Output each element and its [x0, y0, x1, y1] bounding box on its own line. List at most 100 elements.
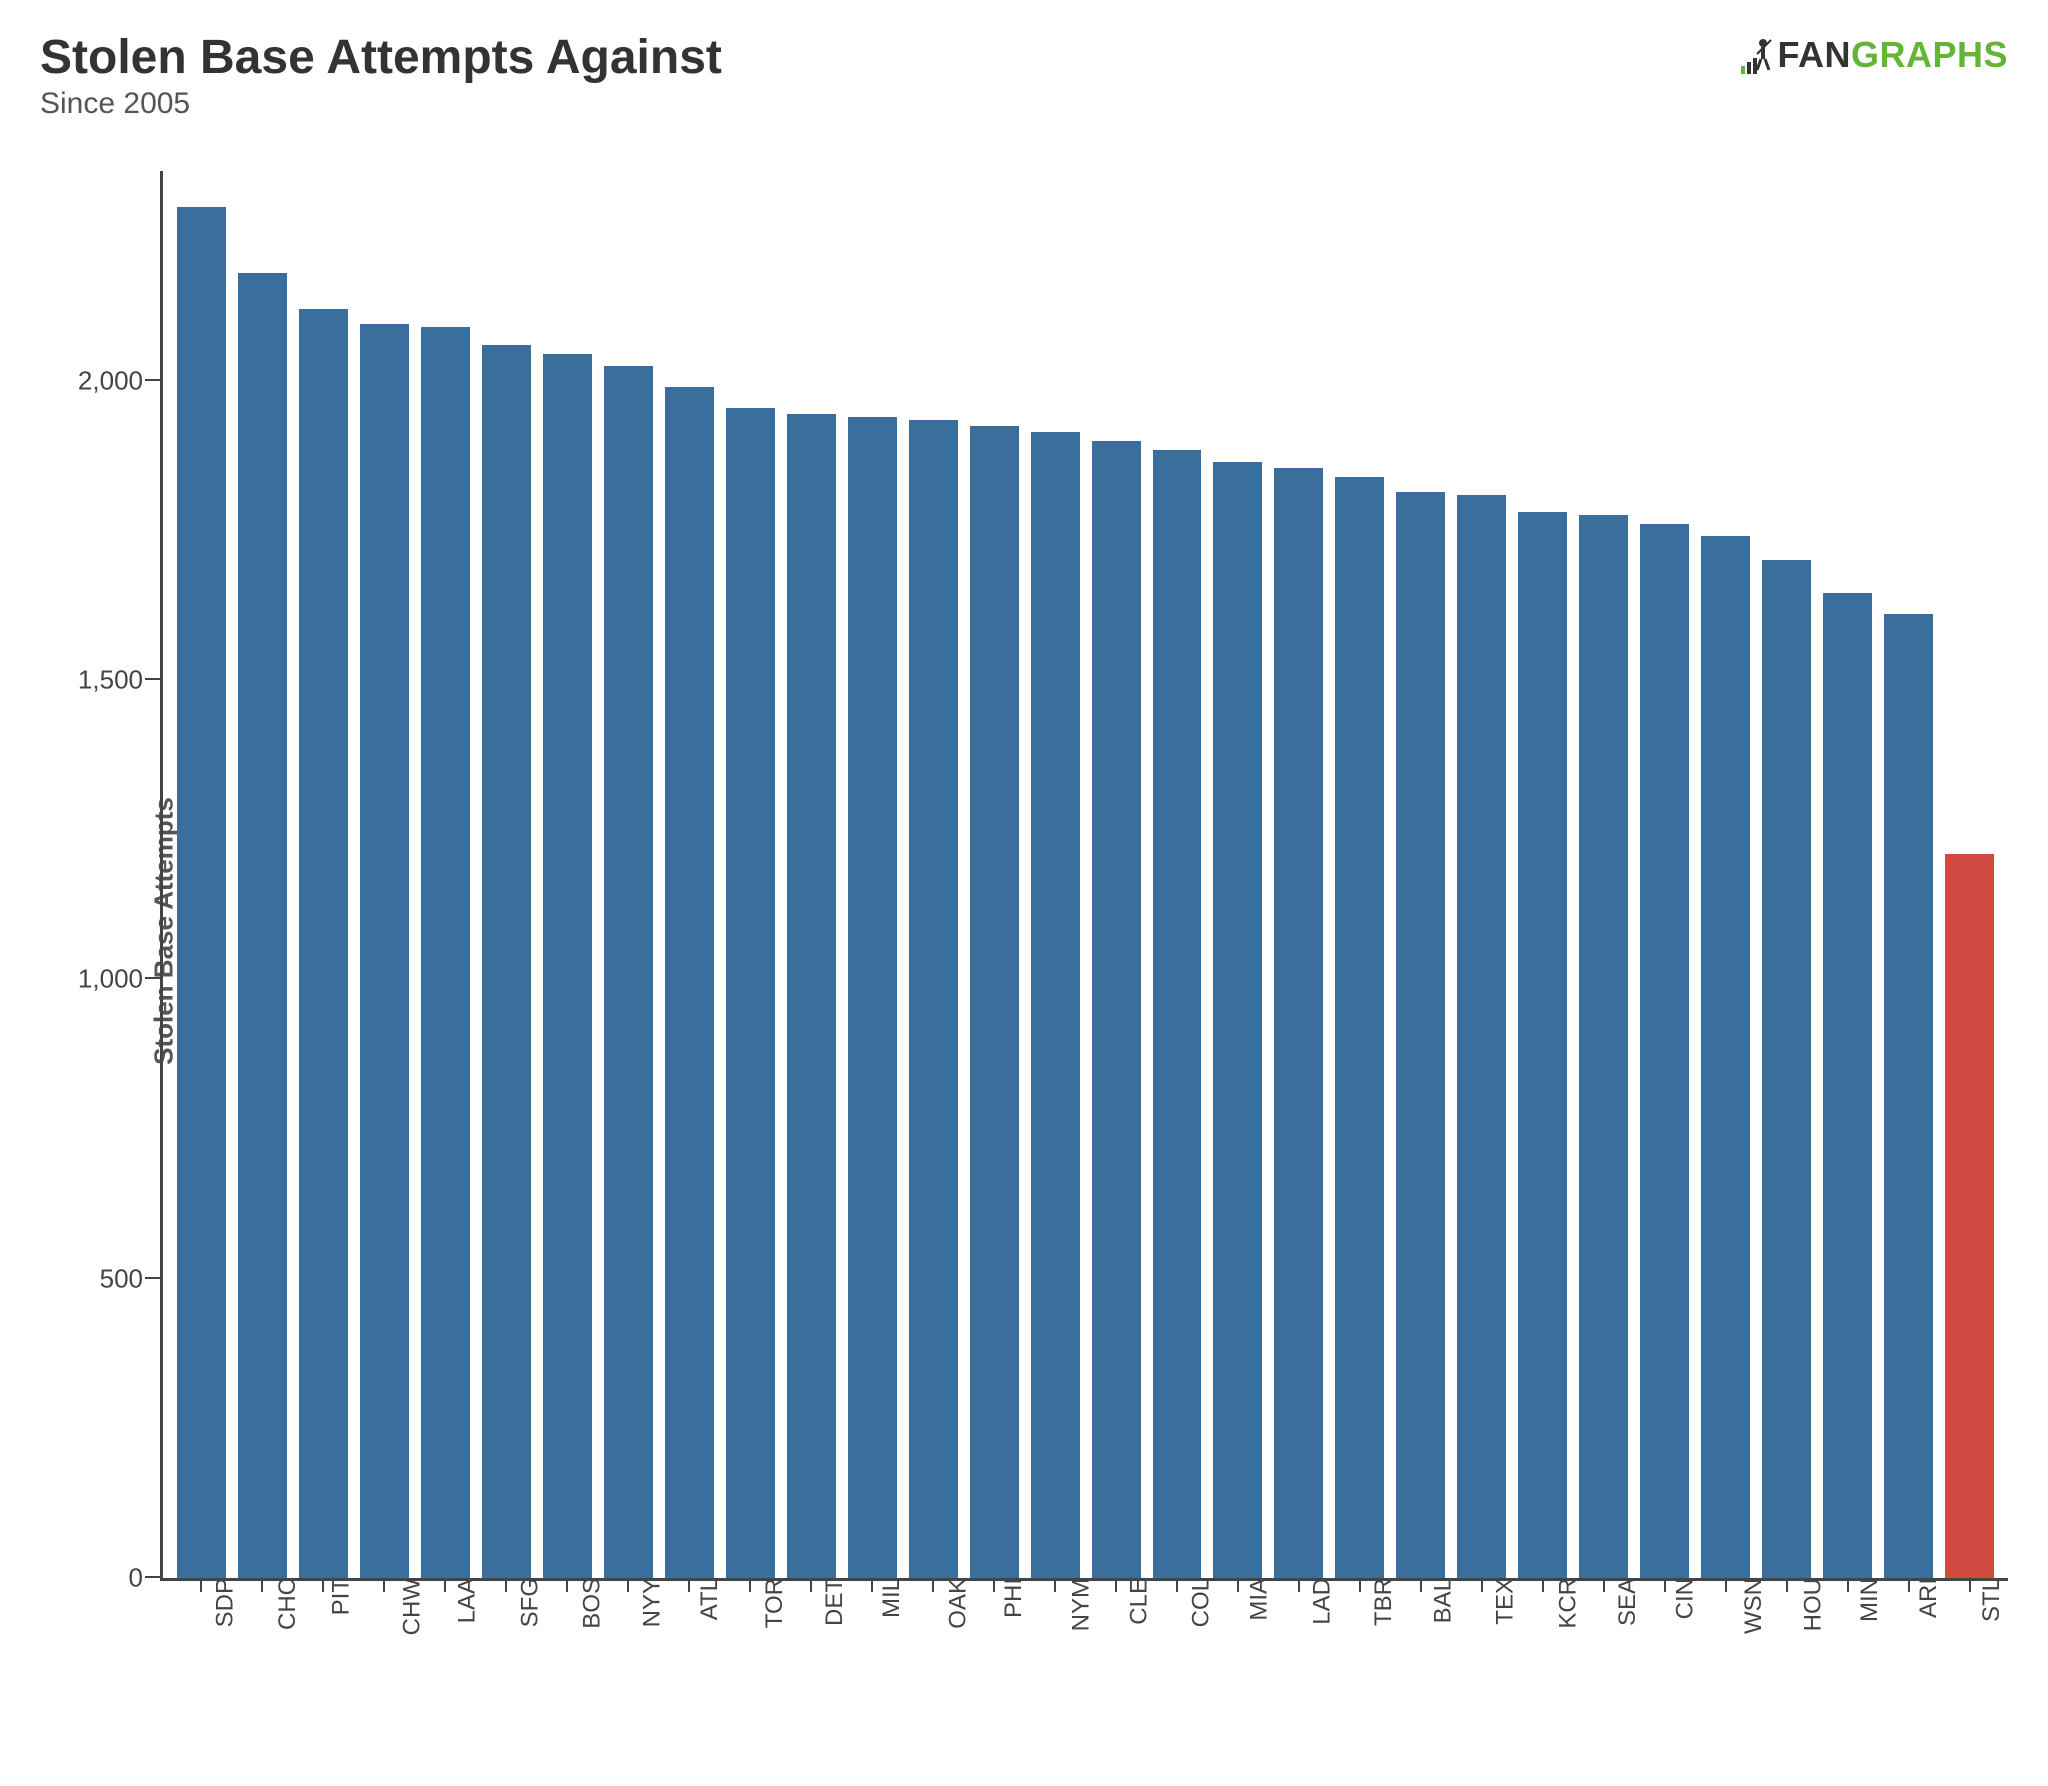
bar-chc [238, 273, 287, 1578]
bar-slot: HOU [1762, 171, 1811, 1578]
bar-sfg [482, 345, 531, 1578]
bar-oak [909, 420, 958, 1579]
x-label-kcr: KCR [1554, 1578, 1582, 1629]
bar-slot: NYM [1031, 171, 1080, 1578]
x-label-oak: OAK [944, 1578, 972, 1629]
bar-slot: SEA [1579, 171, 1628, 1578]
x-label-atl: ATL [696, 1578, 724, 1620]
x-tick [566, 1578, 568, 1592]
x-tick [810, 1578, 812, 1592]
x-label-tbr: TBR [1370, 1578, 1398, 1626]
x-tick [932, 1578, 934, 1592]
bar-slot: PIT [299, 171, 348, 1578]
x-label-hou: HOU [1799, 1578, 1827, 1631]
x-tick [1908, 1578, 1910, 1592]
bar-sea [1579, 515, 1628, 1578]
bar-slot: BOS [543, 171, 592, 1578]
fangraphs-batter-icon [1741, 36, 1775, 74]
bar-slot: MIN [1823, 171, 1872, 1578]
bar-cle [1092, 441, 1141, 1579]
x-label-ari: ARI [1915, 1578, 1943, 1618]
x-tick [1603, 1578, 1605, 1592]
x-label-chw: CHW [399, 1578, 427, 1635]
x-tick [1298, 1578, 1300, 1592]
bars-group: SDPCHCPITCHWLAASFGBOSNYYATLTORDETMILOAKP… [163, 171, 2008, 1578]
chart-title: Stolen Base Attempts Against [40, 30, 722, 85]
x-tick [1664, 1578, 1666, 1592]
x-label-sea: SEA [1614, 1578, 1642, 1626]
bar-slot: TBR [1335, 171, 1384, 1578]
x-tick [505, 1578, 507, 1592]
logo-text-graphs: GRAPHS [1851, 34, 2008, 76]
bar-slot: LAA [421, 171, 470, 1578]
bar-bal [1396, 492, 1445, 1579]
bar-laa [421, 327, 470, 1578]
x-tick [444, 1578, 446, 1592]
x-tick [1115, 1578, 1117, 1592]
bar-nym [1031, 432, 1080, 1579]
bar-nyy [604, 366, 653, 1578]
bar-slot: DET [787, 171, 836, 1578]
chart-wrap: Stolen Base Attempts SDPCHCPITCHWLAASFGB… [40, 171, 2008, 1691]
bar-bos [543, 354, 592, 1578]
bar-mil [848, 417, 897, 1579]
title-block: Stolen Base Attempts Against Since 2005 [40, 30, 722, 121]
x-label-det: DET [821, 1578, 849, 1626]
chart-subtitle: Since 2005 [40, 87, 722, 121]
bar-slot: COL [1153, 171, 1202, 1578]
x-tick [1542, 1578, 1544, 1592]
bar-slot: SFG [482, 171, 531, 1578]
bar-slot: STL [1945, 171, 1994, 1578]
x-label-stl: STL [1978, 1578, 2006, 1622]
x-tick [993, 1578, 995, 1592]
x-label-bal: BAL [1430, 1578, 1458, 1623]
x-tick [1420, 1578, 1422, 1592]
x-label-wsn: WSN [1740, 1578, 1768, 1634]
x-tick [749, 1578, 751, 1592]
y-tick-label: 2,000 [63, 365, 143, 396]
bar-slot: PHI [970, 171, 1019, 1578]
bar-min [1823, 593, 1872, 1578]
x-label-nym: NYM [1068, 1578, 1096, 1631]
logo-text-fan: FAN [1777, 34, 1851, 76]
bar-wsn [1701, 536, 1750, 1578]
y-tick [145, 977, 163, 979]
x-label-tex: TEX [1491, 1578, 1519, 1625]
x-tick [200, 1578, 202, 1592]
y-tick [145, 1576, 163, 1578]
bar-slot: BAL [1396, 171, 1445, 1578]
bar-atl [665, 387, 714, 1578]
x-tick [1054, 1578, 1056, 1592]
bar-tor [726, 408, 775, 1579]
x-label-col: COL [1188, 1578, 1216, 1627]
bar-det [787, 414, 836, 1579]
chart-container: Stolen Base Attempts Against Since 2005 … [40, 30, 2008, 1691]
bar-stl [1945, 854, 1994, 1578]
bar-slot: CIN [1640, 171, 1689, 1578]
bar-chw [360, 324, 409, 1578]
y-tick-label: 0 [63, 1563, 143, 1594]
bar-slot: MIA [1213, 171, 1262, 1578]
bar-slot: CHW [360, 171, 409, 1578]
x-tick [1359, 1578, 1361, 1592]
x-label-mil: MIL [878, 1578, 906, 1618]
x-label-cin: CIN [1671, 1578, 1699, 1619]
bar-pit [299, 309, 348, 1578]
bar-slot: ARI [1884, 171, 1933, 1578]
bar-slot: TOR [726, 171, 775, 1578]
y-tick-label: 1,500 [63, 665, 143, 696]
bar-tex [1457, 495, 1506, 1579]
x-tick [871, 1578, 873, 1592]
x-label-cle: CLE [1125, 1578, 1153, 1625]
bar-hou [1762, 560, 1811, 1578]
x-tick [1176, 1578, 1178, 1592]
bar-kcr [1518, 512, 1567, 1578]
chart-header: Stolen Base Attempts Against Since 2005 … [40, 30, 2008, 121]
x-tick [1786, 1578, 1788, 1592]
bar-tbr [1335, 477, 1384, 1579]
bar-sdp [177, 207, 226, 1578]
x-label-laa: LAA [454, 1578, 482, 1623]
x-tick [1481, 1578, 1483, 1592]
x-label-pit: PIT [328, 1578, 356, 1615]
x-tick [627, 1578, 629, 1592]
